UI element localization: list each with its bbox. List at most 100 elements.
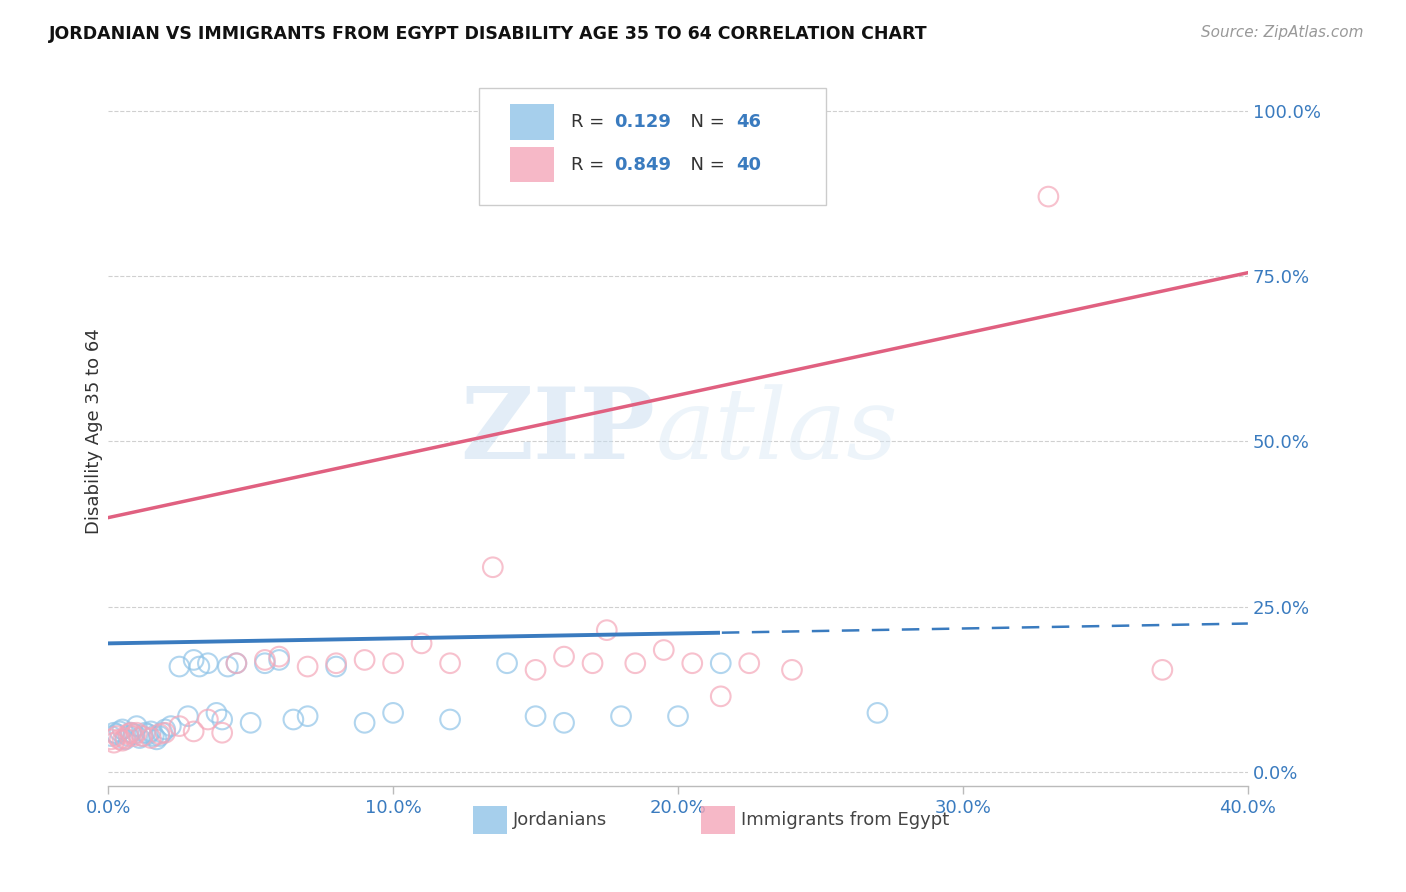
Point: [183, 653, 205, 667]
Point: [866, 706, 889, 720]
Point: [142, 729, 165, 743]
Point: [253, 653, 276, 667]
Point: [139, 724, 162, 739]
Point: [382, 657, 405, 671]
Point: [197, 713, 219, 727]
Point: [100, 732, 122, 747]
Point: [353, 715, 375, 730]
Point: [136, 727, 159, 741]
Point: [122, 729, 145, 743]
Point: [666, 709, 689, 723]
Point: [145, 732, 167, 747]
Point: [211, 713, 233, 727]
Point: [496, 657, 519, 671]
Text: Immigrants from Egypt: Immigrants from Egypt: [741, 811, 949, 829]
Point: [553, 649, 575, 664]
Point: [105, 729, 128, 743]
Point: [111, 723, 134, 737]
Point: [125, 719, 148, 733]
Point: [134, 725, 156, 739]
Point: [122, 727, 145, 741]
Point: [211, 725, 233, 739]
Point: [114, 732, 136, 747]
Text: 40: 40: [737, 155, 761, 174]
Point: [325, 659, 347, 673]
Point: [439, 657, 461, 671]
Text: JORDANIAN VS IMMIGRANTS FROM EGYPT DISABILITY AGE 35 TO 64 CORRELATION CHART: JORDANIAN VS IMMIGRANTS FROM EGYPT DISAB…: [49, 25, 928, 43]
Text: N =: N =: [679, 155, 731, 174]
Point: [131, 729, 153, 743]
Point: [169, 659, 191, 673]
Point: [120, 725, 142, 739]
FancyBboxPatch shape: [700, 805, 735, 834]
Point: [439, 713, 461, 727]
Point: [100, 729, 122, 743]
Point: [108, 732, 131, 747]
Point: [197, 657, 219, 671]
Point: [205, 706, 228, 720]
Point: [105, 727, 128, 741]
Text: R =: R =: [571, 155, 610, 174]
Point: [524, 709, 547, 723]
Point: [160, 719, 183, 733]
Point: [150, 725, 173, 739]
Point: [482, 560, 505, 574]
Point: [239, 715, 262, 730]
Text: ZIP: ZIP: [460, 383, 655, 480]
Point: [139, 731, 162, 745]
Point: [325, 657, 347, 671]
Point: [253, 657, 276, 671]
Point: [114, 731, 136, 745]
Point: [103, 725, 125, 739]
Point: [1038, 189, 1060, 203]
Point: [297, 709, 319, 723]
Point: [652, 643, 675, 657]
Point: [553, 715, 575, 730]
Y-axis label: Disability Age 35 to 64: Disability Age 35 to 64: [86, 328, 103, 534]
Point: [596, 623, 619, 637]
Point: [225, 657, 247, 671]
Point: [624, 657, 647, 671]
Point: [153, 725, 176, 739]
Point: [382, 706, 405, 720]
Point: [177, 709, 200, 723]
Point: [131, 729, 153, 743]
Point: [581, 657, 603, 671]
Point: [738, 657, 761, 671]
Point: [125, 725, 148, 739]
Point: [188, 659, 211, 673]
Point: [183, 724, 205, 739]
Text: atlas: atlas: [655, 384, 898, 479]
Text: 0.849: 0.849: [614, 155, 671, 174]
Point: [269, 649, 291, 664]
Point: [710, 690, 733, 704]
Point: [681, 657, 703, 671]
Point: [353, 653, 375, 667]
Text: R =: R =: [571, 113, 610, 131]
Text: 46: 46: [737, 113, 761, 131]
Text: 0.129: 0.129: [614, 113, 671, 131]
Point: [780, 663, 803, 677]
Text: Jordanians: Jordanians: [513, 811, 607, 829]
Text: N =: N =: [679, 113, 731, 131]
Point: [269, 653, 291, 667]
Point: [297, 659, 319, 673]
Point: [411, 636, 433, 650]
Point: [169, 719, 191, 733]
Point: [111, 733, 134, 747]
Point: [225, 657, 247, 671]
Point: [108, 724, 131, 739]
Point: [120, 725, 142, 739]
Point: [103, 736, 125, 750]
Point: [710, 657, 733, 671]
Point: [1152, 663, 1174, 677]
Point: [217, 659, 239, 673]
Point: [148, 729, 170, 743]
Point: [610, 709, 633, 723]
Point: [117, 729, 139, 743]
Point: [153, 723, 176, 737]
Point: [524, 663, 547, 677]
FancyBboxPatch shape: [478, 88, 827, 205]
FancyBboxPatch shape: [472, 805, 508, 834]
Point: [283, 713, 305, 727]
